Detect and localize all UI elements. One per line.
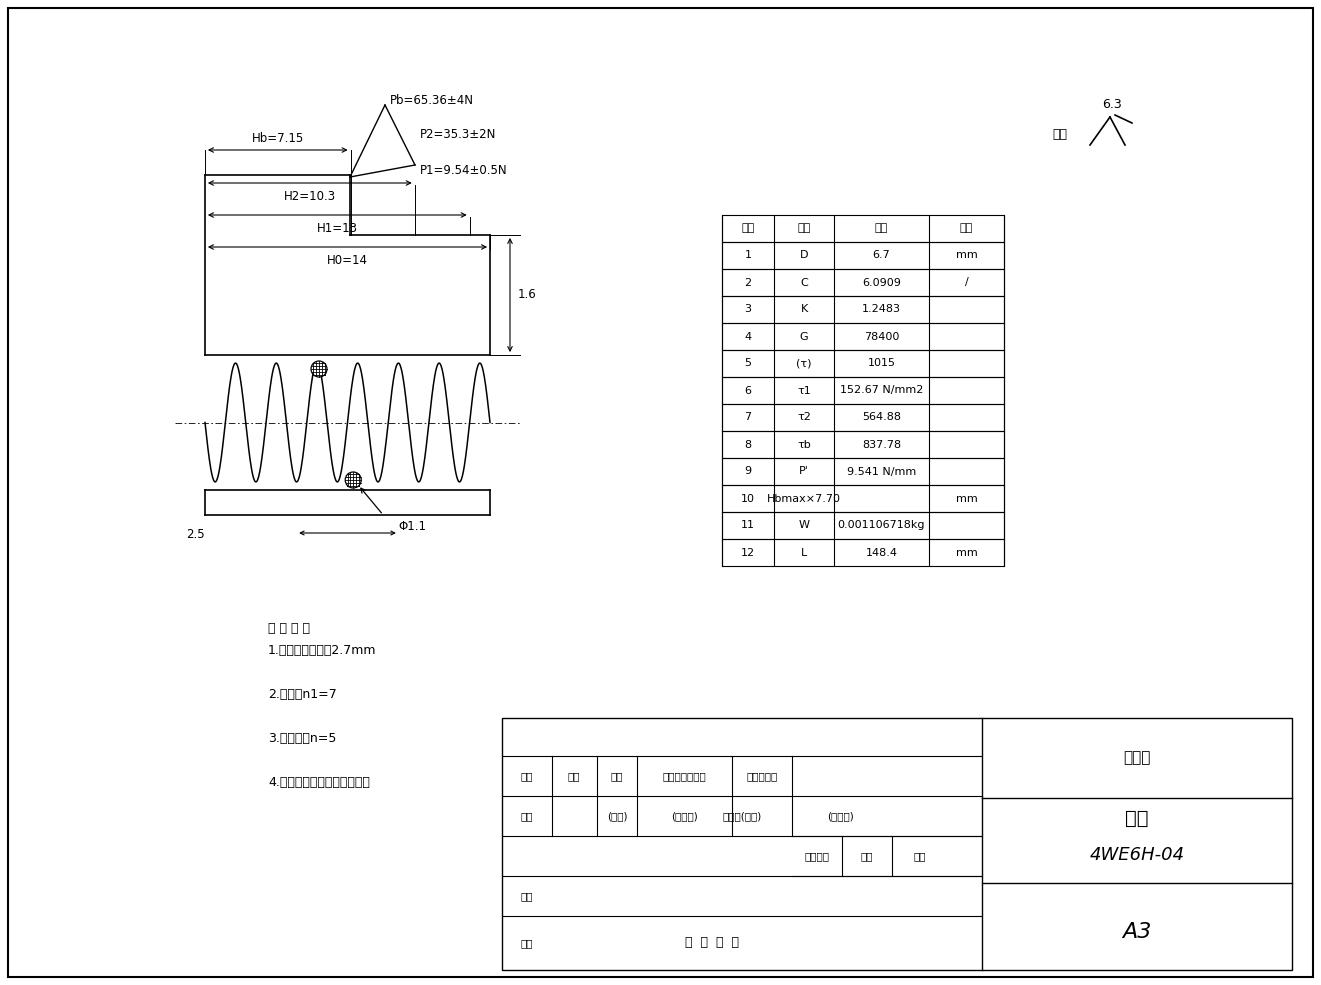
Text: K: K [801,304,807,314]
Text: G: G [799,332,808,342]
Text: 标记: 标记 [520,771,534,781]
Text: 更改文件号签名: 更改文件号签名 [662,771,705,781]
Text: mm: mm [955,548,978,558]
Bar [723,431,1004,458]
Text: W: W [798,520,810,531]
Text: 重量: 重量 [861,851,873,861]
Bar [723,296,1004,323]
Text: 共  张  第  张: 共 张 第 张 [686,937,738,950]
Text: (年月日): (年月日) [671,811,697,821]
Text: 3.有效圈数n=5: 3.有效圈数n=5 [268,732,337,745]
Text: 148.4: 148.4 [865,548,897,558]
Text: 78400: 78400 [864,332,900,342]
Text: P': P' [799,467,808,477]
Text: τb: τb [797,439,811,449]
Text: Hb=7.15: Hb=7.15 [252,132,304,145]
Text: Hbmax×7.70: Hbmax×7.70 [768,493,841,503]
Text: 6.7: 6.7 [873,250,890,260]
Text: Φ1.1: Φ1.1 [398,520,427,534]
Text: A3: A3 [1123,922,1152,942]
Bar [723,377,1004,404]
Text: 代号: 代号 [798,224,811,233]
Text: H2=10.3: H2=10.3 [284,190,336,204]
Text: 单位: 单位 [960,224,974,233]
Text: P2=35.3±2N: P2=35.3±2N [420,128,497,142]
Bar [723,350,1004,377]
Text: 审核: 审核 [520,891,534,901]
Text: 1.右旋，工作行程2.7mm: 1.右旋，工作行程2.7mm [268,643,376,656]
Bar [723,242,1004,269]
Text: 标准化(签名): 标准化(签名) [723,811,762,821]
Text: 2: 2 [745,278,752,288]
Text: 分区: 分区 [610,771,624,781]
Bar [723,215,1004,242]
Text: 9: 9 [745,467,752,477]
Text: (年月日): (年月日) [827,811,853,821]
Text: 8: 8 [745,439,752,449]
Text: C: C [801,278,808,288]
Text: 6.3: 6.3 [1102,98,1122,111]
Text: 564.88: 564.88 [863,413,901,423]
Bar [723,485,1004,512]
Text: 837.78: 837.78 [861,439,901,449]
Text: (τ): (τ) [797,359,811,368]
Circle shape [345,472,361,488]
Text: Pb=65.36±4N: Pb=65.36±4N [390,94,474,106]
Bar [723,539,1004,566]
Text: 比例: 比例 [914,851,926,861]
Text: 弹簧: 弹簧 [1125,809,1149,827]
Text: 12: 12 [741,548,756,558]
Text: 4: 4 [745,332,752,342]
Text: τ2: τ2 [797,413,811,423]
Text: 1015: 1015 [868,359,896,368]
Text: /: / [964,278,968,288]
Text: 技 术 要 求: 技 术 要 求 [268,622,310,634]
Text: 1.6: 1.6 [518,289,536,301]
Text: mm: mm [955,493,978,503]
Text: 2.总圈数n1=7: 2.总圈数n1=7 [268,688,337,700]
Text: 3: 3 [745,304,752,314]
Text: 4WE6H-04: 4WE6H-04 [1090,846,1185,865]
Text: 序号: 序号 [741,224,754,233]
Circle shape [310,361,328,377]
Text: 其余: 其余 [1053,128,1067,142]
Text: 7: 7 [745,413,752,423]
Text: 年、月、日: 年、月、日 [746,771,778,781]
Text: 1: 1 [745,250,752,260]
Bar [723,458,1004,485]
Bar [723,269,1004,296]
Text: 0.001106718kg: 0.001106718kg [838,520,925,531]
Text: 1.2483: 1.2483 [863,304,901,314]
Text: L: L [801,548,807,558]
Text: 弹簧钢: 弹簧钢 [1123,751,1151,765]
Text: 10: 10 [741,493,756,503]
Text: 6: 6 [745,385,752,396]
Text: P1=9.54±0.5N: P1=9.54±0.5N [420,164,507,176]
Text: (签名): (签名) [606,811,627,821]
Text: 11: 11 [741,520,756,531]
Bar [723,323,1004,350]
Text: mm: mm [955,250,978,260]
Text: 6.0909: 6.0909 [863,278,901,288]
Text: 2.5: 2.5 [186,529,205,542]
Text: D: D [799,250,808,260]
Text: 4.两端磨平，表面防锈处理。: 4.两端磨平，表面防锈处理。 [268,775,370,789]
Text: 工艺: 工艺 [520,938,534,948]
Bar [723,512,1004,539]
Bar [723,404,1004,431]
Text: 152.67 N/mm2: 152.67 N/mm2 [840,385,923,396]
Text: H0=14: H0=14 [328,254,369,268]
Text: 数值: 数值 [875,224,888,233]
Text: 9.541 N/mm: 9.541 N/mm [847,467,917,477]
Text: τ1: τ1 [797,385,811,396]
Text: 5: 5 [745,359,752,368]
Text: H1=13: H1=13 [317,223,358,235]
Text: 阶段标记: 阶段标记 [804,851,830,861]
Text: 处数: 处数 [568,771,580,781]
Bar [502,718,1292,970]
Text: 设计: 设计 [520,811,534,821]
